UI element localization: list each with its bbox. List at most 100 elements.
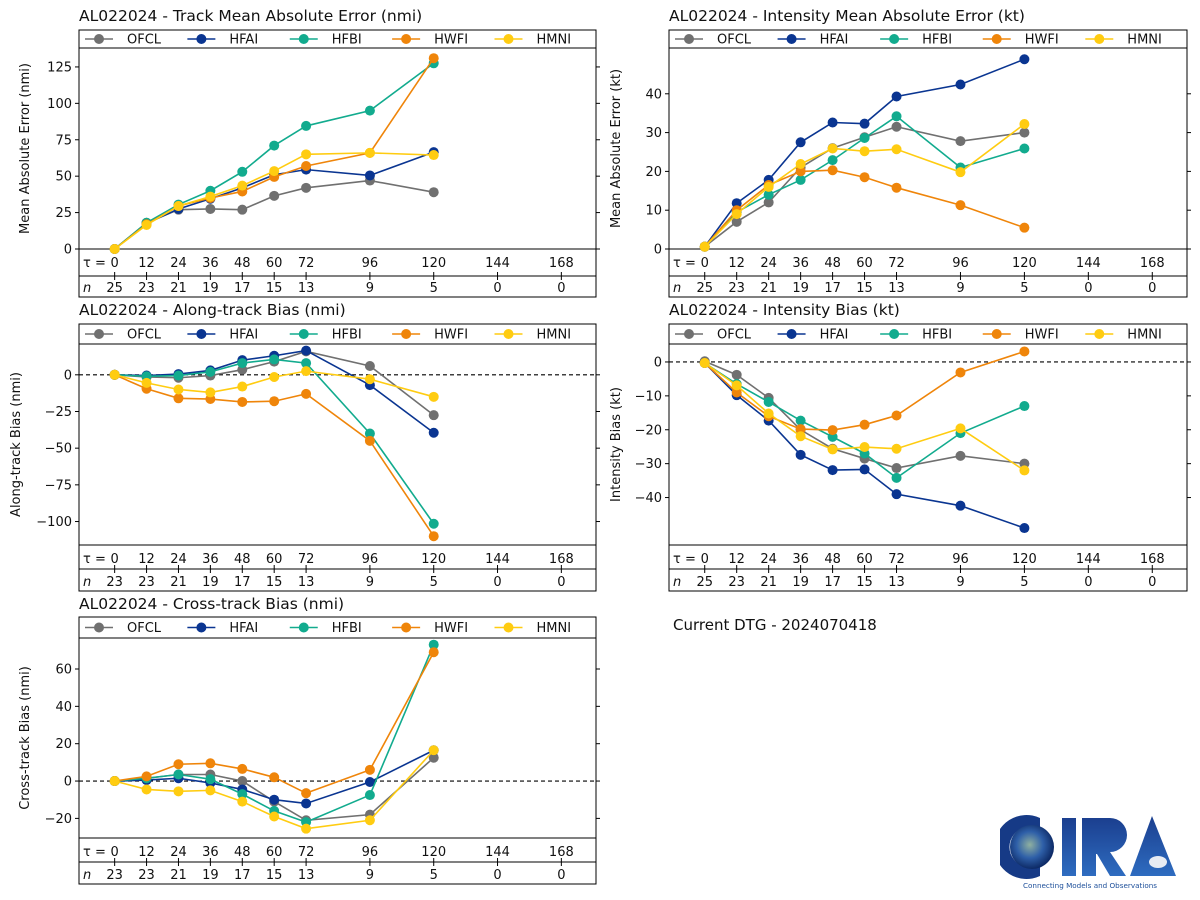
legend-entry-hfai: HFAI — [187, 328, 258, 343]
data-point-hmni — [763, 181, 774, 192]
data-point-hfbi — [859, 133, 870, 144]
sample-count-label: 21 — [170, 868, 187, 883]
sample-count-label: 23 — [106, 575, 123, 590]
sample-count-label: 21 — [760, 281, 777, 296]
x-tick-label-tau: 0 — [111, 552, 119, 567]
legend-entry-hwfi: HWFI — [392, 621, 468, 636]
data-point-hmni — [364, 374, 375, 385]
x-tick-label-tau: 96 — [362, 552, 379, 567]
data-point-hfbi — [364, 105, 375, 116]
x-tick-label-tau: 96 — [362, 845, 379, 860]
x-tick-label-tau: 36 — [792, 256, 809, 271]
series-line-hwfi — [114, 651, 435, 795]
data-point-hwfi — [1019, 222, 1030, 233]
y-tick-label: −20 — [635, 423, 662, 438]
x-tick-label-tau: 36 — [202, 845, 219, 860]
legend-marker — [94, 329, 104, 339]
x-tick-label-tau: 24 — [760, 256, 777, 271]
y-tick-label: 0 — [654, 243, 662, 258]
sample-count-label: 15 — [856, 281, 873, 296]
x-tick-label-tau: 24 — [760, 552, 777, 567]
data-point-hmni — [173, 201, 184, 212]
data-point-hmni — [763, 408, 774, 419]
y-axis-label: Cross-track Bias (nmi) — [18, 666, 33, 810]
legend-entry-hmni: HMNI — [494, 328, 572, 343]
sample-count-label: 19 — [792, 281, 809, 296]
data-point-hmni — [141, 219, 152, 230]
x-tick-label-tau: 96 — [952, 552, 969, 567]
chart-title: AL022024 - Cross-track Bias (nmi) — [79, 595, 344, 613]
x-tick-label-tau: 120 — [421, 552, 446, 567]
x-tick-label-tau: 72 — [888, 552, 905, 567]
legend-entry-hwfi: HWFI — [982, 33, 1059, 48]
legend-marker — [401, 34, 412, 44]
data-point-hfai — [1019, 523, 1030, 534]
data-point-hfai — [364, 776, 375, 787]
legend-marker — [684, 329, 694, 339]
y-tick-label: 30 — [645, 126, 662, 141]
y-tick-label: 0 — [64, 243, 72, 258]
series-layer — [699, 54, 1030, 252]
sample-count-label: 17 — [824, 281, 841, 296]
data-point-hmni — [141, 377, 152, 388]
legend-entry-hfai: HFAI — [777, 33, 848, 48]
legend-entry-hmni: HMNI — [1085, 33, 1162, 48]
data-point-hfbi — [428, 639, 439, 650]
legend-entry-hfbi: HFBI — [289, 328, 362, 343]
data-point-hfbi — [173, 370, 184, 381]
chart-title: AL022024 - Intensity Mean Absolute Error… — [669, 7, 1025, 25]
legend-marker — [196, 622, 207, 633]
data-point-hmni — [795, 159, 806, 170]
n-label: n — [83, 868, 91, 883]
data-point-hmni — [364, 815, 375, 826]
data-point-hwfi — [827, 165, 838, 176]
y-axis-label: Intensity Bias (kt) — [609, 387, 624, 502]
y-tick-label: −30 — [635, 457, 662, 472]
legend-marker — [1094, 34, 1105, 44]
y-tick-label: 125 — [47, 60, 72, 75]
legend-entry-hfbi: HFBI — [880, 33, 952, 48]
x-tick-label-tau: 60 — [266, 845, 283, 860]
data-point-hmni — [173, 786, 184, 797]
x-tick-label-tau: 168 — [549, 552, 574, 567]
legend-marker — [503, 329, 514, 339]
data-point-hwfi — [795, 166, 806, 177]
axes-frame — [668, 29, 1188, 298]
y-axis-label: Along-track Bias (nmi) — [9, 372, 24, 517]
legend-label: HMNI — [537, 328, 572, 343]
y-tick-label: −50 — [45, 442, 72, 457]
x-tick-label-tau: 120 — [1012, 256, 1037, 271]
x-tick-label-tau: 0 — [701, 256, 709, 271]
sample-count-label: 13 — [888, 575, 905, 590]
data-point-hwfi — [827, 425, 838, 436]
data-point-hfai — [955, 500, 966, 511]
x-tick-label-tau: 120 — [1012, 552, 1037, 567]
logo-letter-c — [994, 815, 1040, 879]
tau-label: τ = — [83, 552, 106, 567]
legend-entry-hfbi: HFBI — [880, 328, 952, 343]
data-point-hfbi — [301, 358, 312, 369]
data-point-hfai — [428, 427, 439, 438]
data-point-hmni — [269, 372, 280, 383]
legend-marker — [503, 34, 514, 44]
legend-label: HFBI — [332, 621, 362, 636]
legend-entry-hfbi: HFBI — [289, 33, 362, 48]
sample-count-label: 25 — [696, 281, 713, 296]
legend-label: HFAI — [229, 621, 258, 636]
series-layer — [109, 345, 439, 542]
data-point-hmni — [301, 366, 312, 377]
series-line-hfbi — [114, 62, 435, 250]
legend-label: HFAI — [820, 328, 849, 343]
data-point-hwfi — [955, 367, 966, 378]
data-point-hmni — [859, 442, 870, 453]
data-point-ofcl — [428, 752, 439, 763]
x-tick-label-tau: 144 — [485, 552, 510, 567]
data-point-hfbi — [269, 140, 280, 151]
sample-count-label: 23 — [728, 575, 745, 590]
data-point-hwfi — [1019, 346, 1030, 357]
data-point-ofcl — [237, 776, 248, 787]
data-point-hmni — [301, 823, 312, 834]
legend-entry-ofcl: OFCL — [85, 328, 162, 343]
data-point-hwfi — [891, 182, 902, 193]
data-point-hfbi — [364, 428, 375, 439]
